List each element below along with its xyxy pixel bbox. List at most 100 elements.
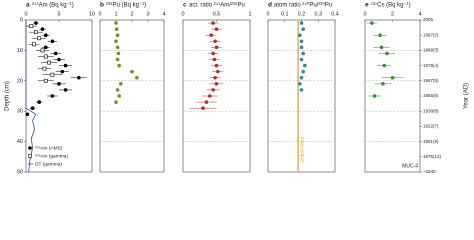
point [53,51,58,56]
panel-letter: d [268,2,272,9]
point [50,72,55,77]
point [211,21,215,25]
panel-frame [99,19,165,173]
point [44,33,48,37]
x-tick-label: 1 [248,11,251,17]
x-tick-label: 3 [146,11,149,17]
point [116,51,121,56]
y-tick-label: 0 [20,17,23,23]
point [37,100,41,104]
point [47,60,52,65]
legend-swatch [28,146,32,150]
point [370,21,374,25]
panel-title: ²⁴¹Am (Bq kg⁻¹) [32,2,74,9]
point [378,33,382,37]
legend-label: ²⁴¹Am (AMS) [35,145,63,151]
point [299,21,304,25]
x-tick-label: 2 [130,11,133,17]
point [43,54,48,59]
x-tick-label: 5 [57,11,60,17]
y2-tick-label: 1997(2) [423,32,439,37]
panel-letter: e [365,2,369,9]
point [390,75,395,80]
point [214,27,219,31]
x-tick-label: 0 [266,11,269,17]
point [303,63,307,68]
y2-tick-label: 1989(3) [423,48,439,53]
point [115,27,119,31]
point [115,88,120,92]
point [114,39,118,44]
point [214,45,219,50]
x-tick-label: 10 [89,11,95,17]
x-tick-label: 4 [418,11,421,17]
point [115,33,120,37]
y2-tick-label: 1967(5) [423,78,439,83]
point [40,27,45,31]
point [119,82,123,86]
point [34,21,38,25]
panel-title: ¹³⁷Cs (Bq kg⁻¹) [371,2,411,9]
point [211,51,215,56]
point [381,82,385,86]
point [385,51,389,56]
point [115,57,120,62]
x-tick-label: 1 [114,11,117,17]
point [25,112,30,117]
point [298,82,302,86]
point [117,94,121,98]
y2-tick-label: 1955(6) [423,93,439,98]
point [299,57,304,62]
y-tick-label: 50 [17,169,23,175]
legend-swatch [28,154,32,158]
point [37,36,42,41]
point [201,106,205,110]
y-axis-title: Depth (cm) [5,81,11,111]
x-tick-label: 2 [391,11,394,17]
point [372,94,377,98]
point [209,33,213,37]
point [44,45,48,50]
panel-letter: c [183,2,187,9]
point [214,63,219,68]
legend-label: DT (gamma) [35,161,62,167]
y2-tick-label: ~1840 [423,169,436,174]
x-tick-label: 0.5 [213,11,221,17]
point [212,57,217,62]
y-tick-label: 20 [17,78,23,84]
x-tick-label: 0.3 [314,11,322,17]
x-tick-label: 0 [98,11,101,17]
y2-tick-label: 2005 [423,17,434,22]
y2-tick-label: 1922(7) [423,124,439,129]
y2-tick-label: 1938(8) [423,108,439,113]
point [30,106,35,110]
y2-axis-title: Year (AD) [464,83,470,109]
point [382,63,387,68]
point [299,75,304,80]
point [29,24,34,28]
point [50,39,55,44]
point [57,57,61,62]
point [115,45,120,50]
x-tick-label: 0 [24,11,27,17]
panel-letter: a [26,2,30,9]
point [60,69,65,74]
y-tick-label: 30 [17,109,23,115]
x-tick-label: 4 [162,11,165,17]
panel-title: ²³⁹Pu (Bq kg⁻¹) [106,2,146,9]
point [32,42,36,47]
point [299,88,304,92]
point [299,45,304,50]
point [301,51,305,56]
panel-letter: b [100,2,104,9]
point [211,88,215,92]
point [40,48,45,53]
point [213,39,217,44]
point [42,66,47,71]
point [63,88,68,92]
panel-title: act. ratio ²⁴¹Am/²³⁹Pu [189,2,245,9]
y-tick-label: 40 [17,139,23,145]
point [213,75,217,80]
point [379,45,384,50]
point [214,82,219,86]
